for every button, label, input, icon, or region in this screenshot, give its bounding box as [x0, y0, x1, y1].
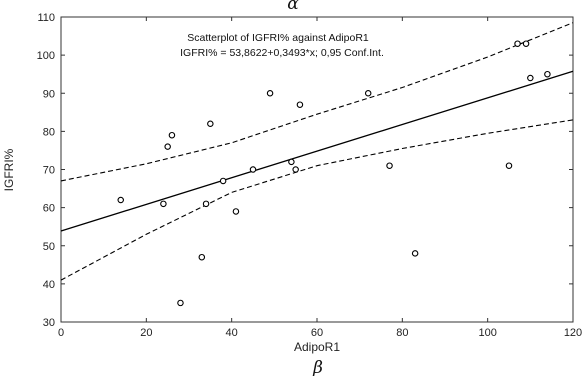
data-point: [411, 250, 419, 257]
data-point: [544, 70, 551, 78]
panel-label-top: α: [287, 0, 299, 14]
plot-frame: [60, 16, 574, 323]
data-point: [505, 162, 513, 169]
data-point: [177, 299, 184, 307]
data-point: [527, 74, 534, 82]
regression-line-group: [60, 70, 574, 232]
data-point: [202, 200, 210, 208]
y-tick-label: 50: [43, 241, 55, 253]
data-point: [288, 158, 295, 166]
x-tick-label: 0: [58, 327, 64, 339]
chart-title: Scatterplot of IGFRI% against AdipoR1: [187, 32, 369, 44]
axis-ticks: 0 20 40 60 80 100 120 30 40 50 60 70 80 90 100 110: [37, 12, 583, 339]
regression-equation: IGFRI% = 53,8622+0,3493*x; 0,95 Conf.Int…: [180, 47, 384, 59]
lower-confidence-line: [60, 119, 574, 281]
x-tick-label: 40: [226, 327, 238, 339]
data-points: [117, 40, 551, 307]
data-point: [266, 90, 274, 97]
x-tick-label: 60: [311, 327, 323, 339]
x-tick-label: 120: [564, 327, 582, 339]
data-point: [160, 200, 167, 208]
regression-line: [60, 70, 574, 232]
data-point: [207, 120, 214, 128]
data-point: [514, 40, 521, 47]
y-tick-label: 60: [43, 203, 55, 215]
data-point: [292, 166, 299, 173]
data-point: [232, 208, 240, 215]
data-point: [117, 196, 124, 204]
x-tick-label: 80: [396, 327, 408, 339]
y-tick-label: 100: [37, 50, 55, 62]
panel-label-bottom: β: [312, 358, 323, 376]
data-point: [219, 177, 227, 185]
confidence-band: [60, 22, 574, 281]
upper-confidence-line: [60, 22, 574, 182]
data-point: [522, 40, 530, 47]
y-tick-label: 110: [37, 12, 55, 24]
y-tick-label: 90: [43, 88, 55, 100]
y-axis-label: IGFRI%: [2, 148, 16, 191]
data-point: [364, 90, 372, 97]
y-tick-label: 30: [43, 317, 55, 329]
y-tick-label: 70: [43, 165, 55, 177]
y-tick-label: 80: [43, 126, 55, 138]
data-point: [296, 101, 304, 108]
data-point: [249, 166, 257, 173]
data-point: [386, 162, 393, 169]
data-point: [168, 131, 176, 139]
x-tick-label: 20: [140, 327, 152, 339]
y-tick-label: 40: [43, 279, 55, 291]
data-point: [164, 143, 171, 150]
x-axis-label: AdipoR1: [294, 340, 340, 354]
x-tick-label: 100: [478, 327, 496, 339]
data-point: [198, 253, 206, 261]
